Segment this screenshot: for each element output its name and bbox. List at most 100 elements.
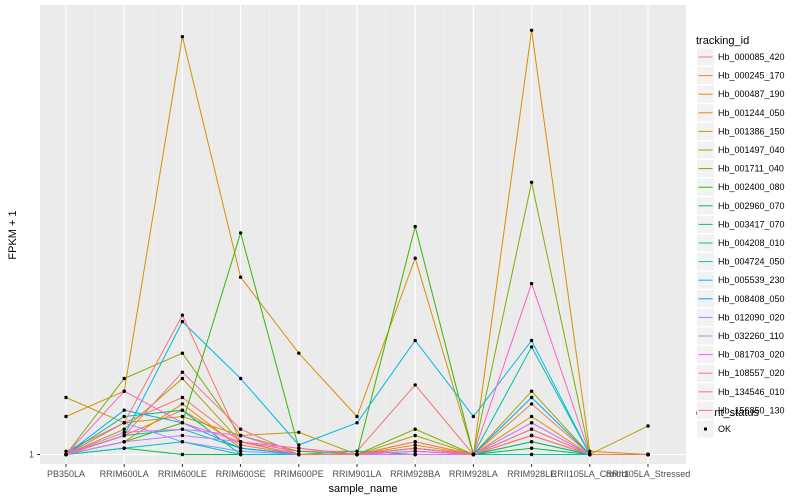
data-point (180, 370, 185, 374)
legend-label: Hb_156850_130 (718, 405, 785, 415)
data-point (122, 408, 126, 412)
data-point (297, 430, 301, 434)
data-point (180, 313, 185, 317)
legend2-label: OK (718, 424, 731, 434)
data-point (646, 424, 650, 428)
data-point (238, 449, 243, 453)
legend-label: Hb_005539_230 (718, 275, 785, 285)
data-point (529, 389, 534, 393)
x-tick-label: RRIM600LE (158, 469, 207, 479)
data-point (471, 414, 476, 419)
x-tick-label: PB350LA (47, 469, 85, 479)
data-point (122, 389, 126, 393)
data-point (413, 452, 417, 457)
data-point (355, 414, 359, 419)
x-tick-label: RRIM928LA (449, 469, 498, 479)
data-point (355, 421, 359, 425)
data-point (413, 224, 417, 229)
data-point (355, 452, 359, 457)
y-axis-title: FPKM + 1 (7, 210, 19, 259)
data-point (413, 449, 417, 453)
data-point (529, 28, 534, 32)
x-tick-label: RRIM600LA (100, 469, 149, 479)
data-point (529, 395, 534, 400)
legend-label: Hb_001497_040 (718, 145, 785, 155)
legend-label: Hb_003417_070 (718, 219, 785, 229)
data-point (122, 446, 126, 450)
data-point (413, 446, 417, 450)
data-point (180, 452, 185, 457)
data-point (180, 402, 185, 406)
data-point (64, 395, 68, 400)
legend-label: Hb_004208_010 (718, 238, 785, 248)
legend-label: Hb_004724_050 (718, 257, 785, 267)
legend-label: Hb_032260_110 (718, 331, 784, 341)
data-point (238, 443, 243, 447)
x-tick-label: RRII105LA_Control (551, 469, 629, 479)
data-point (529, 452, 534, 457)
data-point (122, 427, 126, 431)
legend-label: Hb_001386_150 (718, 126, 785, 136)
data-point (180, 376, 185, 381)
data-point (413, 383, 417, 387)
legend: tracking_id quant_status Hb_000085_420Hb… (696, 35, 785, 438)
data-point (471, 452, 476, 457)
data-point (529, 427, 534, 431)
data-point (529, 281, 534, 286)
data-points (64, 28, 650, 457)
data-point (588, 452, 592, 457)
legend-label: Hb_002960_070 (718, 201, 785, 211)
data-point (238, 275, 243, 279)
x-axis-title: sample_name (328, 483, 397, 495)
data-point (238, 427, 243, 431)
data-point (64, 414, 68, 419)
data-point (588, 449, 592, 453)
legend-label: Hb_081703_020 (718, 350, 785, 360)
data-point (64, 449, 68, 453)
data-point (238, 446, 243, 450)
data-point (529, 345, 534, 349)
legend-label: Hb_134546_010 (718, 387, 785, 397)
x-tick-label: RRIM928BA (390, 469, 440, 479)
x-tick-label: RRIM928LE (507, 469, 556, 479)
legend-label: Hb_002400_080 (718, 182, 785, 192)
data-point (180, 433, 185, 438)
data-point (529, 180, 534, 184)
data-point (529, 446, 534, 450)
x-tick-label: RRII105LA_Stressed (606, 469, 691, 479)
data-point (297, 443, 301, 447)
data-point (64, 452, 68, 457)
data-point (413, 440, 417, 444)
data-point (180, 408, 185, 412)
data-point (180, 35, 185, 39)
legend-label: Hb_108557_020 (718, 368, 785, 378)
data-point (122, 430, 126, 434)
data-point (413, 433, 417, 438)
legend-label: Hb_008408_050 (718, 294, 785, 304)
data-point (180, 319, 185, 324)
x-tick-label: RRIM600PE (274, 469, 324, 479)
data-point (180, 414, 185, 419)
data-point (355, 449, 359, 453)
data-point (297, 452, 301, 457)
legend-label: Hb_000245_170 (718, 71, 785, 81)
data-point (238, 440, 243, 444)
legend-label: Hb_001711_040 (718, 164, 784, 174)
data-point (529, 421, 534, 425)
data-point (297, 446, 301, 450)
data-point (238, 231, 243, 235)
legend-title: tracking_id (696, 35, 749, 47)
data-point (238, 376, 243, 381)
legend-label: Hb_000085_420 (718, 52, 785, 62)
legend-label: Hb_000487_190 (718, 89, 785, 99)
data-point (413, 427, 417, 431)
data-point (122, 421, 126, 425)
data-point (122, 376, 126, 381)
data-point (180, 440, 185, 444)
legend-label: Hb_012090_020 (718, 312, 785, 322)
data-point (413, 256, 417, 260)
data-point (122, 440, 126, 444)
y-tick-label: 1 (29, 450, 34, 460)
data-point (238, 433, 243, 438)
